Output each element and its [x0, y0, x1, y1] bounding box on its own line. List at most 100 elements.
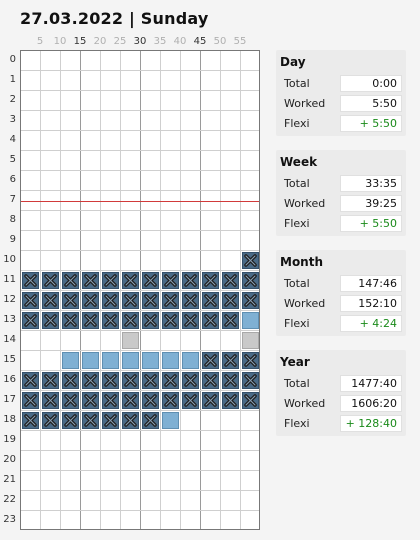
excluded-slot[interactable] — [42, 392, 59, 409]
x-mark-icon — [24, 374, 37, 387]
excluded-slot[interactable] — [102, 312, 119, 329]
excluded-slot[interactable] — [62, 272, 79, 289]
excluded-slot[interactable] — [142, 392, 159, 409]
worked-slot[interactable] — [142, 352, 159, 369]
worked-slot[interactable] — [82, 352, 99, 369]
excluded-slot[interactable] — [62, 312, 79, 329]
excluded-slot[interactable] — [62, 372, 79, 389]
excluded-slot[interactable] — [42, 412, 59, 429]
month-flexi-row: Flexi + 4:24 — [276, 315, 406, 333]
excluded-slot[interactable] — [22, 412, 39, 429]
excluded-slot[interactable] — [202, 372, 219, 389]
hour-label: 4 — [9, 134, 16, 145]
excluded-slot[interactable] — [222, 272, 239, 289]
month-total-value: 147:46 — [340, 275, 402, 292]
grid-hline — [21, 250, 259, 251]
excluded-slot[interactable] — [242, 352, 259, 369]
worked-slot[interactable] — [102, 352, 119, 369]
x-mark-icon — [224, 294, 237, 307]
x-mark-icon — [64, 314, 77, 327]
excluded-slot[interactable] — [82, 312, 99, 329]
day-panel: Day Total 0:00 Worked 5:50 Flexi + 5:50 — [276, 50, 406, 136]
excluded-slot[interactable] — [22, 312, 39, 329]
hour-label: 7 — [9, 194, 16, 205]
break-slot[interactable] — [122, 332, 139, 349]
excluded-slot[interactable] — [142, 372, 159, 389]
excluded-slot[interactable] — [242, 372, 259, 389]
excluded-slot[interactable] — [162, 272, 179, 289]
excluded-slot[interactable] — [162, 292, 179, 309]
x-mark-icon — [204, 394, 217, 407]
excluded-slot[interactable] — [182, 272, 199, 289]
excluded-slot[interactable] — [22, 292, 39, 309]
excluded-slot[interactable] — [222, 292, 239, 309]
excluded-slot[interactable] — [222, 312, 239, 329]
worked-slot[interactable] — [162, 412, 179, 429]
x-mark-icon — [64, 374, 77, 387]
day-flexi-row: Flexi + 5:50 — [276, 115, 406, 133]
excluded-slot[interactable] — [42, 372, 59, 389]
excluded-slot[interactable] — [82, 392, 99, 409]
excluded-slot[interactable] — [42, 312, 59, 329]
excluded-slot[interactable] — [102, 292, 119, 309]
excluded-slot[interactable] — [42, 272, 59, 289]
excluded-slot[interactable] — [22, 272, 39, 289]
excluded-slot[interactable] — [122, 272, 139, 289]
worked-slot[interactable] — [182, 352, 199, 369]
excluded-slot[interactable] — [202, 352, 219, 369]
excluded-slot[interactable] — [162, 312, 179, 329]
excluded-slot[interactable] — [162, 372, 179, 389]
excluded-slot[interactable] — [222, 352, 239, 369]
excluded-slot[interactable] — [62, 392, 79, 409]
x-mark-icon — [244, 374, 257, 387]
excluded-slot[interactable] — [162, 392, 179, 409]
x-mark-icon — [184, 314, 197, 327]
excluded-slot[interactable] — [202, 292, 219, 309]
excluded-slot[interactable] — [42, 292, 59, 309]
excluded-slot[interactable] — [142, 272, 159, 289]
excluded-slot[interactable] — [222, 372, 239, 389]
excluded-slot[interactable] — [122, 392, 139, 409]
excluded-slot[interactable] — [182, 392, 199, 409]
excluded-slot[interactable] — [102, 372, 119, 389]
excluded-slot[interactable] — [142, 292, 159, 309]
excluded-slot[interactable] — [182, 372, 199, 389]
excluded-slot[interactable] — [22, 392, 39, 409]
worked-slot[interactable] — [62, 352, 79, 369]
excluded-slot[interactable] — [182, 292, 199, 309]
excluded-slot[interactable] — [122, 412, 139, 429]
break-slot[interactable] — [242, 332, 259, 349]
minute-label: 25 — [113, 36, 127, 47]
excluded-slot[interactable] — [202, 392, 219, 409]
excluded-slot[interactable] — [82, 372, 99, 389]
excluded-slot[interactable] — [182, 312, 199, 329]
excluded-slot[interactable] — [82, 412, 99, 429]
excluded-slot[interactable] — [62, 292, 79, 309]
excluded-slot[interactable] — [22, 372, 39, 389]
worked-slot[interactable] — [242, 312, 259, 329]
excluded-slot[interactable] — [242, 252, 259, 269]
excluded-slot[interactable] — [122, 292, 139, 309]
excluded-slot[interactable] — [102, 392, 119, 409]
timeline-grid[interactable] — [20, 50, 260, 530]
x-mark-icon — [104, 274, 117, 287]
worked-slot[interactable] — [122, 352, 139, 369]
excluded-slot[interactable] — [242, 292, 259, 309]
excluded-slot[interactable] — [242, 272, 259, 289]
hour-label: 5 — [9, 154, 16, 165]
excluded-slot[interactable] — [82, 292, 99, 309]
excluded-slot[interactable] — [122, 372, 139, 389]
excluded-slot[interactable] — [222, 392, 239, 409]
excluded-slot[interactable] — [122, 312, 139, 329]
excluded-slot[interactable] — [102, 412, 119, 429]
excluded-slot[interactable] — [82, 272, 99, 289]
excluded-slot[interactable] — [202, 312, 219, 329]
excluded-slot[interactable] — [142, 412, 159, 429]
excluded-slot[interactable] — [142, 312, 159, 329]
excluded-slot[interactable] — [242, 392, 259, 409]
day-worked-value: 5:50 — [340, 95, 402, 112]
excluded-slot[interactable] — [102, 272, 119, 289]
excluded-slot[interactable] — [62, 412, 79, 429]
excluded-slot[interactable] — [202, 272, 219, 289]
worked-slot[interactable] — [162, 352, 179, 369]
